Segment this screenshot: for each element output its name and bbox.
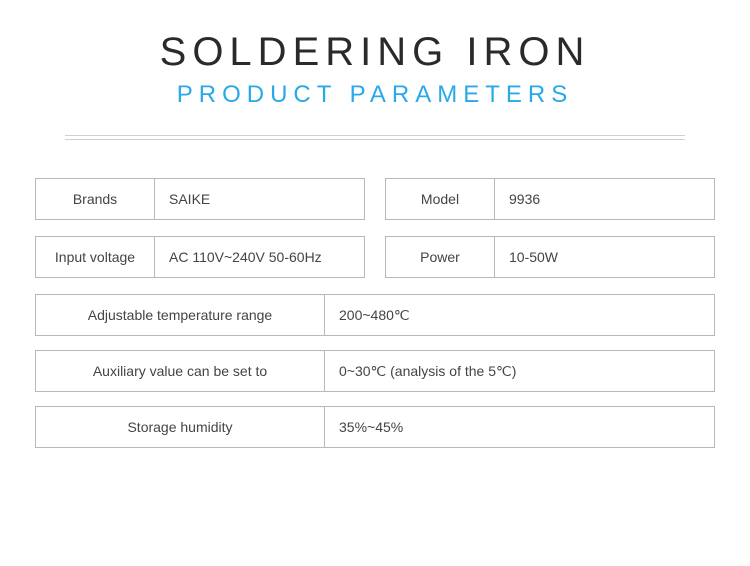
table-pair: Model 9936 (385, 178, 715, 220)
page-subtitle: PRODUCT PARAMETERS (0, 81, 750, 109)
cell-label: Storage humidity (35, 406, 325, 448)
cell-label: Power (385, 236, 495, 278)
table-pair: Power 10-50W (385, 236, 715, 278)
page-container: SOLDERING IRON PRODUCT PARAMETERS Brands… (0, 0, 750, 448)
cell-label: Brands (35, 178, 155, 220)
divider-top (65, 135, 685, 136)
table-row: Storage humidity 35%~45% (35, 406, 715, 448)
page-title: SOLDERING IRON (0, 30, 750, 75)
table-pair: Brands SAIKE (35, 178, 365, 220)
table-pair: Input voltage AC 110V~240V 50-60Hz (35, 236, 365, 278)
cell-label: Input voltage (35, 236, 155, 278)
cell-value: 0~30℃ (analysis of the 5℃) (325, 350, 715, 392)
table-row: Brands SAIKE Model 9936 (35, 178, 715, 220)
cell-value: SAIKE (155, 178, 365, 220)
cell-value: 9936 (495, 178, 715, 220)
cell-label: Adjustable temperature range (35, 294, 325, 336)
table-row: Auxiliary value can be set to 0~30℃ (ana… (35, 350, 715, 392)
cell-value: AC 110V~240V 50-60Hz (155, 236, 365, 278)
parameters-table: Brands SAIKE Model 9936 Input voltage AC… (35, 178, 715, 448)
cell-value: 10-50W (495, 236, 715, 278)
cell-value: 35%~45% (325, 406, 715, 448)
cell-label: Auxiliary value can be set to (35, 350, 325, 392)
cell-value: 200~480℃ (325, 294, 715, 336)
divider-bottom (65, 139, 685, 140)
table-row: Adjustable temperature range 200~480℃ (35, 294, 715, 336)
table-row: Input voltage AC 110V~240V 50-60Hz Power… (35, 236, 715, 278)
cell-label: Model (385, 178, 495, 220)
